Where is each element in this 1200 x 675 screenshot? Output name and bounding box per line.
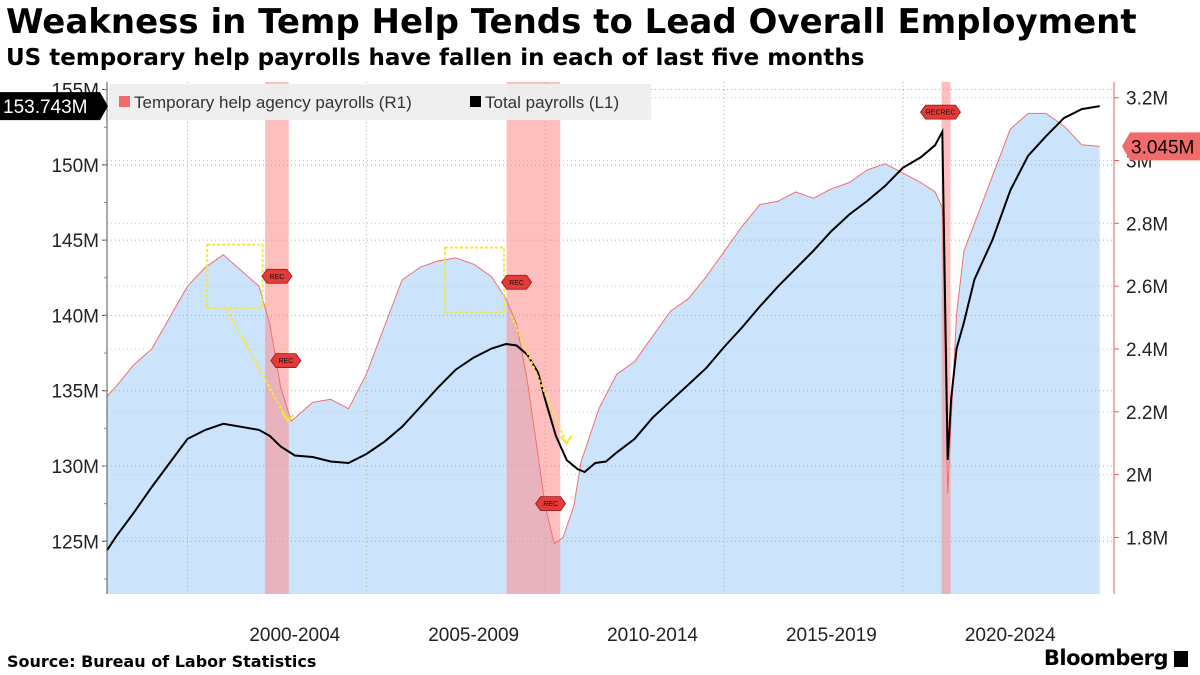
chart-title: Weakness in Temp Help Tends to Lead Over… <box>6 2 1137 42</box>
left-tick-label-125M: 125M <box>51 532 99 553</box>
rec-marker-4: REC <box>535 496 567 512</box>
left-tick-label-150M: 150M <box>51 156 99 177</box>
last-value-right: 3.045M <box>1122 132 1200 161</box>
left-tick-label-140M: 140M <box>51 306 99 327</box>
temp-help-line <box>106 112 1100 545</box>
legend-swatch-total <box>470 96 481 107</box>
last-value-right-shape <box>1122 132 1200 161</box>
chart-subtitle: US temporary help payrolls have fallen i… <box>6 45 865 71</box>
rec-marker-shape <box>261 268 293 284</box>
left-tick-label-145M: 145M <box>51 231 99 252</box>
legend-label-temp-help: Temporary help agency payrolls (R1) <box>134 93 412 112</box>
recession-band-1 <box>265 82 289 594</box>
right-tick-label-3.2M: 3.2M <box>1126 89 1168 110</box>
x-tick-label-2010-2014: 2010-2014 <box>607 625 698 646</box>
legend: Temporary help agency payrolls (R1) Total… <box>109 84 651 120</box>
x-tick-label-2020-2024: 2020-2024 <box>965 625 1056 646</box>
annotation-arrow-2001 <box>225 308 289 422</box>
rec-marker-shape <box>535 496 567 512</box>
x-tick-label-2005-2009: 2005-2009 <box>428 625 519 646</box>
right-tick-label-2.2M: 2.2M <box>1126 403 1168 424</box>
brand-logo: Bloomberg <box>1044 646 1188 670</box>
last-value-right-label: 3.045M <box>1131 137 1194 158</box>
brand-mark-icon <box>1174 651 1188 667</box>
legend-background <box>109 84 651 120</box>
annotation-arrow-2008 <box>510 315 568 444</box>
total-payrolls-line <box>106 105 1100 551</box>
rec-marker-shape <box>270 353 302 368</box>
temp-help-area <box>107 113 1100 595</box>
x-tick-label-2015-2019: 2015-2019 <box>786 625 877 646</box>
annotation-arrowhead-2008 <box>559 434 573 446</box>
right-tick-label-2.4M: 2.4M <box>1126 340 1168 361</box>
rec-marker-label: REC <box>270 274 285 281</box>
x-tick-label-2000-2004: 2000-2004 <box>249 625 340 646</box>
recession-band-2 <box>506 82 561 594</box>
rec-marker-label: RECREC <box>926 110 956 117</box>
right-tick-label-2.6M: 2.6M <box>1126 277 1168 298</box>
legend-label-total: Total payrolls (L1) <box>485 93 619 112</box>
last-value-left-shape <box>0 92 108 121</box>
last-value-left: 153.743M <box>0 92 108 121</box>
rec-marker-shape <box>920 104 961 120</box>
source-note: Source: Bureau of Labor Statistics <box>7 652 317 671</box>
rec-marker-label: REC <box>543 501 558 508</box>
rec-marker-shape <box>501 274 533 290</box>
right-tick-label-2.8M: 2.8M <box>1126 214 1168 235</box>
annotation-arrowhead-2001 <box>281 412 295 423</box>
rec-marker-1: REC <box>261 268 293 284</box>
rec-marker-label: REC <box>509 280 524 287</box>
left-tick-label-130M: 130M <box>51 457 99 478</box>
rec-marker-label: REC <box>278 358 293 365</box>
rec-marker-5: RECREC <box>920 104 961 120</box>
legend-swatch-temp-help <box>119 96 130 107</box>
rec-marker-3: REC <box>501 274 533 290</box>
rec-marker-2: REC <box>270 353 302 368</box>
last-value-left-label: 153.743M <box>3 97 88 118</box>
left-tick-label-135M: 135M <box>51 382 99 403</box>
right-tick-label-1.8M: 1.8M <box>1126 528 1168 549</box>
right-tick-label-2M: 2M <box>1126 466 1152 487</box>
